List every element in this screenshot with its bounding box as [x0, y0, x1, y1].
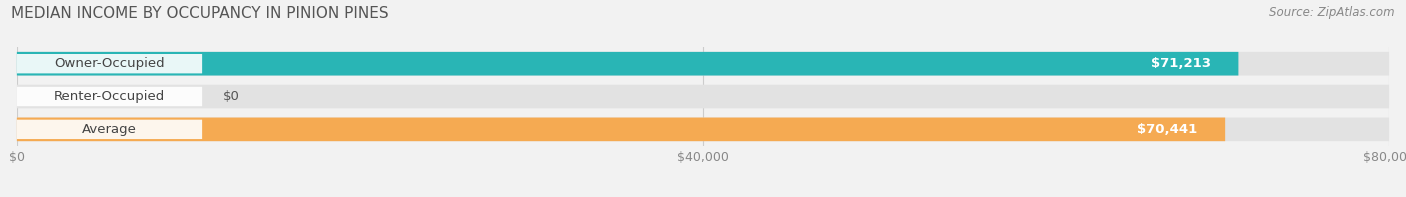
FancyBboxPatch shape — [17, 52, 1239, 75]
FancyBboxPatch shape — [17, 85, 1389, 108]
Text: $0: $0 — [222, 90, 239, 103]
FancyBboxPatch shape — [17, 52, 1389, 75]
FancyBboxPatch shape — [17, 120, 202, 139]
FancyBboxPatch shape — [17, 87, 202, 106]
Text: $71,213: $71,213 — [1150, 57, 1211, 70]
FancyBboxPatch shape — [17, 54, 202, 73]
Text: Renter-Occupied: Renter-Occupied — [53, 90, 165, 103]
FancyBboxPatch shape — [17, 118, 1389, 141]
Text: Average: Average — [82, 123, 136, 136]
Text: Source: ZipAtlas.com: Source: ZipAtlas.com — [1270, 6, 1395, 19]
Text: MEDIAN INCOME BY OCCUPANCY IN PINION PINES: MEDIAN INCOME BY OCCUPANCY IN PINION PIN… — [11, 6, 389, 21]
FancyBboxPatch shape — [17, 118, 1225, 141]
Text: Owner-Occupied: Owner-Occupied — [55, 57, 165, 70]
Text: $70,441: $70,441 — [1137, 123, 1198, 136]
